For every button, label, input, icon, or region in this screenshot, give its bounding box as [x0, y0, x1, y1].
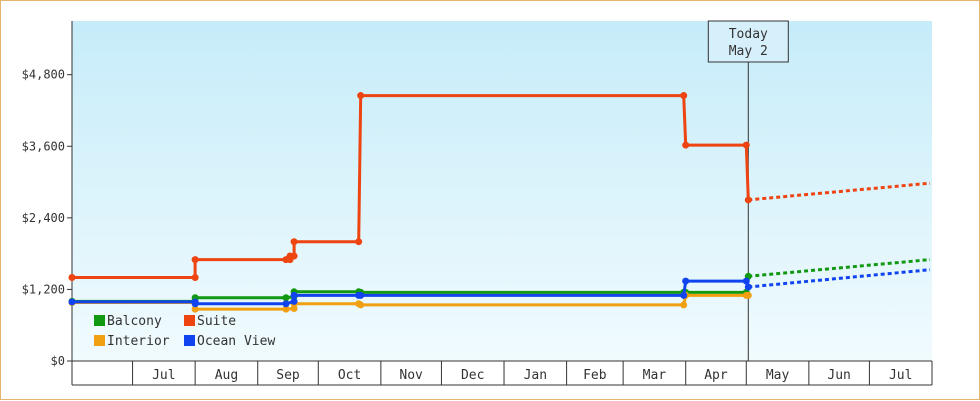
y-tick-label: $0 [51, 354, 65, 368]
data-point [191, 256, 199, 264]
data-point [357, 291, 365, 299]
legend-label: Suite [197, 314, 236, 329]
series-suite [68, 92, 931, 281]
data-point [680, 301, 688, 309]
today-label-box [707, 20, 789, 63]
y-axis: $0 $1,200 $2,400 $3,600 $4,800 [22, 21, 73, 385]
legend-swatch [94, 315, 105, 326]
forecast-line [748, 258, 931, 278]
data-point [680, 291, 688, 299]
y-tick-label: $1,200 [22, 282, 65, 296]
data-point [742, 141, 750, 149]
data-point [282, 300, 290, 308]
today-marker: Today May 2 [707, 20, 789, 361]
x-tick-label: Feb [583, 368, 607, 383]
y-tick-label: $2,400 [22, 211, 65, 225]
data-point [290, 252, 298, 260]
data-point [742, 277, 750, 285]
data-point [680, 92, 688, 100]
data-point [357, 92, 365, 100]
x-tick-label: Jul [889, 368, 912, 383]
data-point [68, 273, 76, 281]
legend: Balcony Suite Interior Ocean View [94, 314, 275, 349]
x-tick-label: Jan [524, 368, 547, 383]
data-point [355, 238, 363, 246]
forecast-line [748, 268, 931, 289]
data-point [191, 273, 199, 281]
data-point [682, 141, 690, 149]
x-axis: Jul Aug Sep Oct Nov Dec Jan Feb Mar Apr May Jun Jul [72, 360, 933, 386]
series-line [70, 94, 750, 279]
legend-swatch [184, 315, 195, 326]
x-tick-label: Jun [827, 368, 850, 383]
x-tick-label: Mar [643, 368, 667, 383]
data-point [682, 277, 690, 285]
legend-label: Ocean View [197, 334, 275, 349]
data-point [290, 297, 298, 305]
y-tick-label: $3,600 [22, 139, 65, 153]
legend-label: Interior [107, 334, 170, 349]
x-tick-label: Oct [338, 368, 361, 383]
data-point [282, 294, 290, 302]
y-tick-label: $4,800 [22, 68, 65, 82]
data-point [744, 291, 752, 299]
today-date-label: May 2 [729, 44, 768, 59]
x-tick-label: Aug [215, 368, 238, 383]
legend-swatch [94, 335, 105, 346]
data-point [68, 298, 76, 306]
x-tick-label: Nov [399, 368, 423, 383]
data-point [290, 238, 298, 246]
x-tick-label: Apr [704, 368, 728, 383]
today-label: Today [729, 27, 768, 42]
data-point [290, 291, 298, 299]
data-point [357, 301, 365, 309]
data-point [282, 305, 290, 313]
x-tick-label: May [766, 368, 790, 383]
data-point [744, 196, 752, 204]
data-point [191, 305, 199, 313]
series-layer [68, 92, 931, 313]
legend-swatch [184, 335, 195, 346]
forecast-line [748, 181, 931, 202]
x-tick-label: Sep [276, 368, 300, 383]
x-tick-label: Jul [152, 368, 175, 383]
legend-label: Balcony [107, 314, 162, 329]
data-point [191, 300, 199, 308]
data-point [744, 283, 752, 291]
x-tick-label: Dec [461, 368, 484, 383]
series-ocean-view [68, 268, 931, 308]
